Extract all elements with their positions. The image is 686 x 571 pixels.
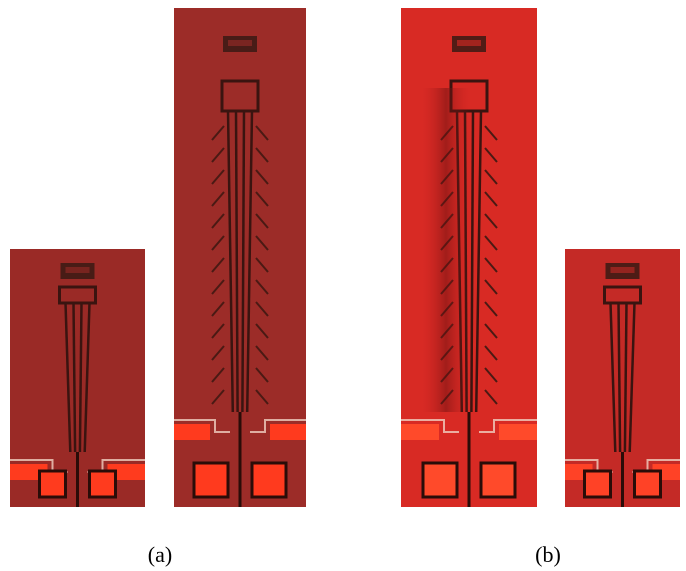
pad-inner (457, 40, 481, 46)
pad-inner (611, 267, 635, 273)
micrographs (10, 8, 680, 507)
bond-pad (194, 463, 228, 497)
beam (80, 303, 82, 452)
beam (619, 303, 621, 452)
pad-inner (228, 40, 252, 46)
micrograph-panel (174, 8, 306, 507)
beam (236, 111, 238, 412)
caption-a: (a) (148, 542, 172, 567)
micrograph-panel (565, 249, 680, 507)
micrograph-panel (401, 8, 537, 507)
bright-region (401, 424, 439, 440)
bond-pad (252, 463, 286, 497)
figure: (a) (b) (0, 0, 686, 571)
bond-pad (90, 471, 116, 497)
beam (625, 303, 627, 452)
bond-pad (423, 463, 457, 497)
beam (74, 303, 76, 452)
bright-region (174, 424, 210, 440)
bright-region (270, 424, 306, 440)
caption-b: (b) (535, 542, 561, 567)
beam (242, 111, 244, 412)
beam (471, 111, 473, 412)
bright-region (499, 424, 537, 440)
bond-pad (635, 471, 661, 497)
bond-pad (585, 471, 611, 497)
pad-inner (66, 267, 90, 273)
bond-pad (40, 471, 66, 497)
bond-pad (481, 463, 515, 497)
micrograph-panel (10, 249, 145, 507)
